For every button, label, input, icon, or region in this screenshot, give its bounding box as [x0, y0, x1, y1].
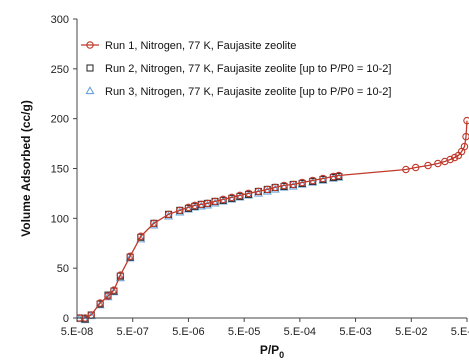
- data-point-run-3: [297, 179, 307, 188]
- data-point-run-1: [263, 185, 272, 194]
- data-point-run-1: [211, 197, 219, 206]
- x-tick-label: 5.E-02: [395, 326, 427, 338]
- data-point-run-3: [196, 201, 206, 210]
- data-point-run-1: [176, 206, 184, 215]
- data-point-run-1: [298, 178, 306, 187]
- data-point-run-1: [319, 174, 327, 183]
- y-tick-label: 300: [51, 14, 69, 26]
- legend-label: Run 3, Nitrogen, 77 K, Faujasite zeolite…: [105, 86, 391, 98]
- x-tick-label: 5.E-01: [451, 326, 469, 338]
- data-point-run-3: [244, 190, 254, 199]
- data-point-run-3: [80, 315, 90, 324]
- x-axis-title-main: P/P: [260, 343, 279, 357]
- data-point-run-1: [402, 165, 410, 174]
- data-point-run-3: [190, 202, 200, 211]
- data-point-run-3: [253, 188, 263, 197]
- data-point-run-3: [218, 196, 228, 205]
- y-tick-label: 150: [51, 164, 69, 176]
- legend-marker: [85, 86, 95, 95]
- x-tick-label: 5.E-05: [228, 326, 260, 338]
- data-point-run-1: [116, 271, 125, 279]
- data-point-run-1: [150, 219, 158, 228]
- y-tick-label: 100: [51, 213, 69, 225]
- data-point-run-3: [125, 253, 135, 262]
- legend-entry-run-2: Run 2, Nitrogen, 77 K, Faujasite zeolite…: [86, 63, 391, 75]
- x-tick-label: 5.E-07: [117, 326, 149, 338]
- data-point-run-3: [227, 194, 237, 203]
- data-point-run-1: [254, 187, 263, 196]
- legend-marker: [86, 64, 94, 72]
- data-point-run-1: [96, 299, 104, 307]
- series-run-2: [77, 172, 343, 323]
- data-point-run-1: [203, 199, 212, 208]
- data-point-run-1: [462, 132, 469, 141]
- data-point-run-1: [463, 116, 469, 125]
- data-point-run-1: [164, 210, 173, 219]
- data-point-run-1: [308, 176, 317, 185]
- data-point-run-3: [175, 207, 185, 216]
- legend-entry-run-1: Run 1, Nitrogen, 77 K, Faujasite zeolite: [81, 40, 296, 52]
- data-point-run-1: [271, 183, 279, 192]
- data-point-run-1: [126, 252, 134, 260]
- y-tick-label: 0: [63, 313, 69, 325]
- x-axis-title-subscript: 0: [279, 350, 284, 360]
- data-point-run-1: [137, 232, 145, 241]
- y-tick-label: 250: [51, 64, 69, 76]
- data-point-run-1: [424, 161, 432, 170]
- data-point-run-1: [110, 286, 118, 294]
- x-tick-label: 5.E-04: [284, 326, 316, 338]
- data-point-run-3: [308, 177, 318, 186]
- plot-area: [77, 116, 469, 324]
- x-tick-label: 5.E-03: [339, 326, 371, 338]
- data-point-run-3: [288, 181, 298, 190]
- data-point-run-1: [244, 189, 253, 198]
- x-tick-label: 5.E-06: [172, 326, 204, 338]
- data-point-run-1: [236, 191, 244, 200]
- series-run-3: [77, 172, 344, 324]
- data-point-run-3: [328, 173, 338, 182]
- data-point-run-1: [434, 159, 442, 168]
- data-point-run-3: [279, 182, 289, 191]
- x-tick-label: 5.E-08: [61, 326, 93, 338]
- data-point-run-1: [289, 180, 297, 189]
- series-run-1: [77, 116, 469, 322]
- data-point-run-1: [280, 181, 288, 190]
- data-point-run-3: [183, 204, 193, 213]
- data-point-run-1: [219, 195, 227, 204]
- data-point-run-1: [329, 172, 338, 181]
- data-point-run-1: [446, 155, 454, 164]
- legend-label: Run 1, Nitrogen, 77 K, Faujasite zeolite: [105, 40, 296, 52]
- data-point-run-1: [104, 292, 112, 300]
- data-point-run-3: [270, 184, 280, 193]
- data-point-run-3: [318, 175, 328, 184]
- series-run-1-line: [79, 120, 468, 319]
- legend-label: Run 2, Nitrogen, 77 K, Faujasite zeolite…: [105, 63, 391, 75]
- data-point-run-1: [228, 193, 236, 202]
- y-tick-label: 50: [57, 263, 69, 275]
- axes: 0 50 100 150 200 250 300 5.E-08 5.E-07 5.E-06 5.E-…: [19, 14, 469, 360]
- data-point-run-3: [202, 200, 213, 209]
- data-point-run-3: [210, 198, 220, 207]
- y-tick-label: 200: [51, 114, 69, 126]
- legend-marker: [86, 41, 94, 49]
- data-point-run-3: [262, 186, 272, 195]
- data-point-run-1: [335, 171, 343, 180]
- y-axis-title: Volume Adsorbed (cc/g): [19, 100, 33, 237]
- legend: Run 1, Nitrogen, 77 K, Faujasite zeolite…: [81, 40, 391, 98]
- data-point-run-1: [450, 153, 459, 162]
- x-axis-title: P/P0: [260, 343, 284, 360]
- legend-entry-run-3: Run 3, Nitrogen, 77 K, Faujasite zeolite…: [85, 86, 391, 98]
- data-point-run-3: [235, 192, 245, 201]
- data-point-run-1: [411, 163, 420, 172]
- data-point-run-1: [460, 142, 469, 151]
